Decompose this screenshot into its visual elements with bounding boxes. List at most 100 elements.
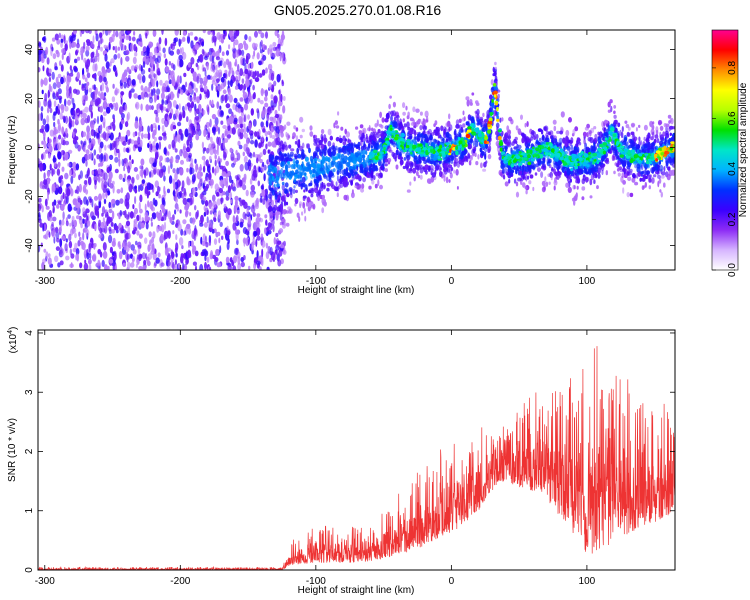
- spectrogram-ridge-cell: [339, 135, 342, 139]
- spectrogram-ridge-cell: [299, 134, 303, 139]
- spectrogram-noise-cell: [75, 108, 80, 114]
- spectrogram-noise-cell: [267, 141, 272, 147]
- spectrogram-noise-cell: [237, 104, 242, 109]
- spectrogram-noise-cell: [125, 244, 130, 253]
- spectrogram-noise-cell: [250, 191, 255, 198]
- spectrogram-noise-cell: [53, 236, 56, 244]
- spectrogram-noise-cell: [215, 69, 220, 78]
- spectrogram-noise-cell: [254, 77, 260, 83]
- spectrogram-noise-cell: [156, 67, 160, 76]
- spectrogram-noise-cell: [94, 223, 97, 232]
- spectrogram-noise-cell: [120, 97, 123, 105]
- spectrogram-noise-cell: [260, 32, 265, 39]
- spectrogram-noise-cell: [102, 30, 105, 35]
- spectrogram-ridge-cell: [370, 145, 373, 149]
- spectrogram-noise-cell: [166, 265, 171, 270]
- spectrogram-noise-cell: [204, 261, 207, 270]
- spectrogram-noise-cell: [168, 144, 172, 150]
- spectrogram-noise-cell: [225, 103, 231, 109]
- spectrogram-ridge-cell: [364, 137, 369, 142]
- spectrogram-noise-cell: [161, 132, 167, 137]
- spectrogram-noise-cell: [272, 41, 277, 47]
- spectrogram-noise-cell: [174, 148, 178, 153]
- spectrogram-noise-cell: [242, 184, 247, 191]
- spectrogram-noise-cell: [222, 125, 227, 129]
- spectrogram-noise-cell: [99, 35, 103, 45]
- spectrogram-noise-cell: [131, 176, 135, 184]
- spectrogram-noise-cell: [195, 265, 197, 270]
- spectrogram-noise-cell: [104, 264, 108, 270]
- spectrogram-ridge-cell: [648, 174, 653, 179]
- spectrogram-noise-cell: [99, 172, 103, 177]
- spectrogram-noise-cell: [66, 71, 69, 76]
- spectrogram-ridge-cell: [567, 186, 572, 193]
- spectrogram-noise-cell: [190, 126, 195, 131]
- spectrogram-noise-cell: [109, 246, 113, 254]
- spectrogram-noise-cell: [68, 233, 72, 242]
- spectrogram-noise-cell: [80, 117, 86, 126]
- spectrogram-noise-cell: [105, 84, 108, 90]
- spectrogram-noise-cell: [237, 127, 241, 137]
- spectrogram-ridge-cell: [624, 137, 628, 142]
- spectrogram-noise-cell: [180, 159, 184, 165]
- spectrogram-noise-cell: [108, 258, 114, 264]
- spectrogram-noise-cell: [94, 98, 99, 107]
- spectrogram-noise-cell: [80, 240, 84, 246]
- spectrogram-ridge-cell: [296, 147, 300, 155]
- spectrogram-noise-cell: [138, 233, 143, 239]
- spectrogram-noise-cell: [245, 78, 250, 88]
- spectrogram-ridge-cell: [662, 131, 666, 137]
- spectrogram-noise-cell: [59, 187, 62, 195]
- spectrogram-noise-cell: [254, 43, 258, 48]
- spectrogram-noise-cell: [224, 94, 228, 104]
- spectrogram-noise-cell: [112, 123, 116, 132]
- spectrogram-ridge-cell: [324, 156, 329, 162]
- spectrogram-noise-cell: [177, 121, 182, 127]
- spectrogram-noise-cell: [169, 50, 175, 56]
- spectrogram-noise-cell: [232, 222, 237, 231]
- spectrogram-noise-cell: [141, 75, 146, 83]
- spectrogram-noise-cell: [179, 89, 184, 95]
- spectrogram-noise-cell: [104, 53, 108, 62]
- spectrogram-noise-cell: [261, 69, 266, 76]
- spectrogram-noise-cell: [273, 95, 278, 104]
- spectrogram-noise-cell: [243, 155, 248, 164]
- spectrogram-noise-cell: [158, 37, 162, 45]
- spectrogram-noise-cell: [177, 58, 180, 67]
- spectrogram-ridge-cell: [519, 177, 523, 181]
- spectrogram-ridge-cell: [292, 158, 296, 165]
- spectrogram-noise-cell: [192, 95, 197, 103]
- spectrogram-ridge-cell: [402, 165, 406, 170]
- spectrogram-ridge-cell: [582, 131, 587, 137]
- spectrogram-noise-cell: [137, 73, 142, 81]
- spectrogram-noise-cell: [199, 164, 202, 173]
- spectrogram-ridge-cell: [320, 129, 325, 134]
- spectrogram-noise-cell: [99, 126, 102, 132]
- spectrogram-ridge-cell: [594, 133, 598, 139]
- spectrogram-noise-cell: [150, 58, 155, 67]
- spectrogram-noise-cell: [230, 152, 235, 161]
- spectrogram-noise-cell: [271, 141, 276, 148]
- spectrogram-ridge-cell: [569, 178, 572, 183]
- spectrogram-noise-cell: [199, 77, 204, 85]
- spectrogram-ridge-cell: [482, 126, 487, 133]
- spectrogram-noise-cell: [59, 260, 64, 266]
- spectrogram-noise-cell: [255, 238, 258, 247]
- spectrogram-ridge-cell: [431, 172, 436, 178]
- spectrogram-ridge-cell: [355, 126, 359, 130]
- spectrogram-ridge-cell: [505, 141, 510, 146]
- spectrogram-noise-cell: [164, 100, 169, 105]
- spectrogram-noise-cell: [69, 248, 73, 256]
- spectrogram-noise-cell: [98, 175, 101, 184]
- spectrogram-noise-cell: [192, 71, 197, 78]
- spectrogram-noise-cell: [178, 103, 181, 111]
- spectrogram-noise-cell: [153, 73, 156, 79]
- spectrogram-ridge-cell: [638, 124, 641, 128]
- spectrogram-noise-cell: [151, 212, 157, 220]
- spectrogram-noise-cell: [203, 205, 206, 211]
- spectrogram-noise-cell: [201, 240, 206, 247]
- spectrogram-noise-cell: [56, 237, 60, 243]
- spectrogram-noise-cell: [42, 185, 45, 190]
- spectrogram-noise-cell: [80, 140, 83, 145]
- spectrogram-noise-cell: [56, 142, 62, 151]
